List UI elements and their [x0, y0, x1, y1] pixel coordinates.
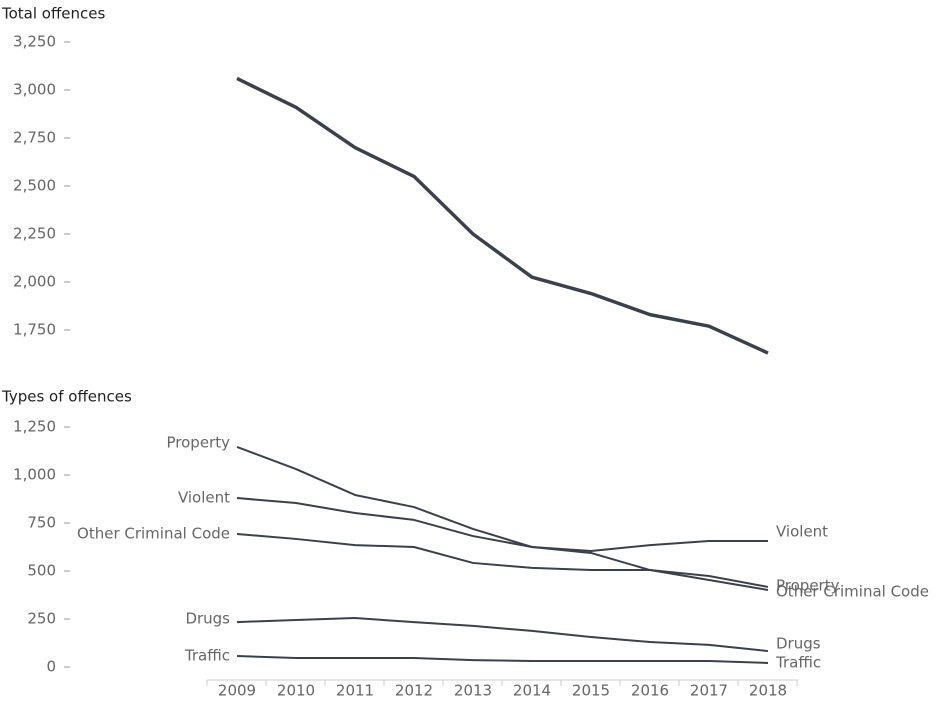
x-tick-label: 2016: [631, 682, 669, 700]
y-tick-label: 1,750: [13, 321, 56, 339]
y-tick-label: 1,250: [13, 418, 56, 436]
x-tick-label: 2012: [395, 682, 433, 700]
y-tick-label: 2,250: [13, 225, 56, 243]
series-line: [236, 446, 769, 591]
series-label-end: Violent: [776, 523, 828, 541]
y-tick-label: 500: [27, 562, 56, 580]
x-tick-label: 2014: [513, 682, 551, 700]
y-tick-label: 3,000: [13, 81, 56, 99]
series-label-end: Drugs: [776, 635, 821, 653]
series-label-end: Other Criminal Code: [776, 582, 929, 600]
y-tick-label: 750: [27, 514, 56, 532]
series-label-start: Property: [167, 433, 231, 451]
x-tick-label: 2015: [572, 682, 610, 700]
y-tick-label: 2,000: [13, 273, 56, 291]
y-tick-label: 250: [27, 610, 56, 628]
series-label-start: Other Criminal Code: [77, 524, 230, 542]
series-line: [236, 497, 768, 553]
x-tick-label: 2011: [336, 682, 374, 700]
y-tick-label: 3,250: [13, 33, 56, 51]
series-line: [236, 617, 769, 653]
series-line: [236, 532, 769, 588]
x-tick-label: 2018: [749, 682, 787, 700]
y-tick-label: 0: [46, 658, 56, 676]
axis-title: Types of offences: [1, 388, 132, 406]
y-tick-label: 1,000: [13, 466, 56, 484]
axis-title: Total offences: [1, 5, 106, 23]
y-tick-label: 2,500: [13, 177, 56, 195]
series-label-start: Violent: [178, 489, 230, 507]
series-label-start: Drugs: [185, 610, 230, 628]
series-label-start: Traffic: [184, 647, 230, 665]
series-line: [236, 76, 769, 355]
x-tick-label: 2017: [690, 682, 728, 700]
series-label-end: Traffic: [775, 653, 821, 671]
series-label-end: Property: [776, 577, 840, 595]
x-tick-label: 2013: [454, 682, 492, 700]
x-tick-label: 2009: [218, 682, 256, 700]
x-tick-label: 2010: [277, 682, 315, 700]
y-tick-label: 2,750: [13, 129, 56, 147]
series-line: [236, 655, 769, 664]
